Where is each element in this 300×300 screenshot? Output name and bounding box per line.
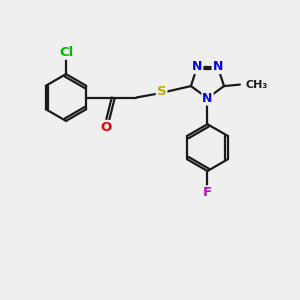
Text: O: O [100,121,111,134]
Text: N: N [212,60,223,73]
Text: S: S [157,85,166,98]
Text: F: F [203,186,212,200]
Text: N: N [202,92,213,105]
Text: CH₃: CH₃ [245,80,267,90]
Text: Cl: Cl [59,46,73,59]
Text: N: N [192,60,202,73]
